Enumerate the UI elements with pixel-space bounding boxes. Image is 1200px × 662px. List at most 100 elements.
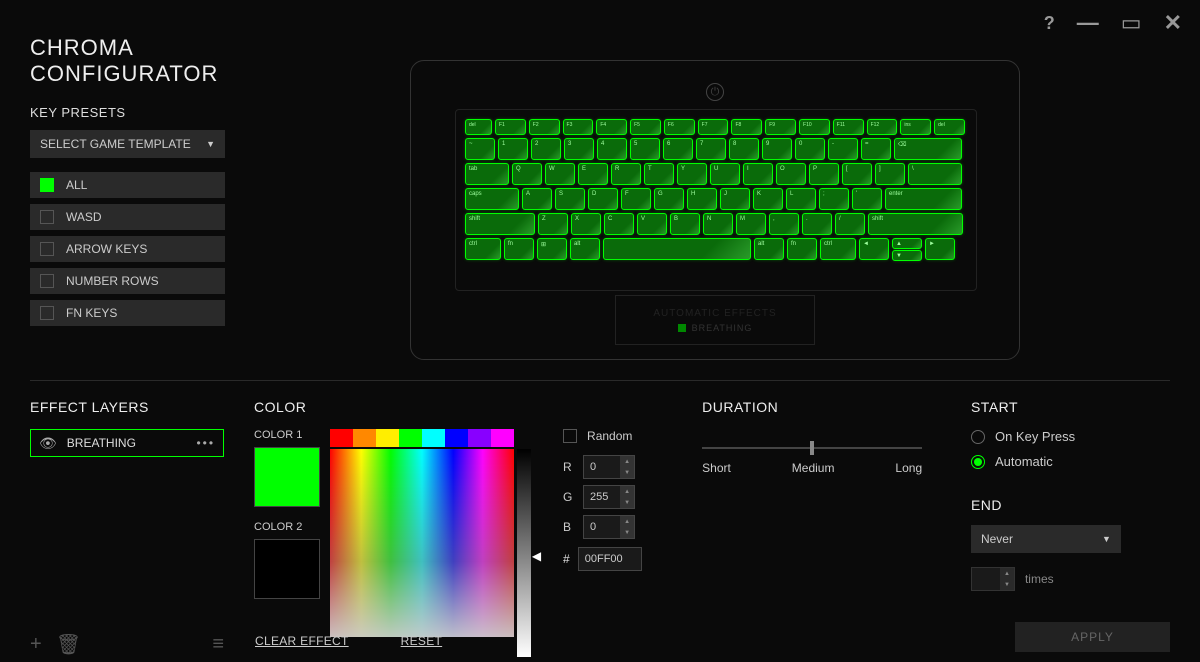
- hue-presets[interactable]: [330, 429, 514, 447]
- r-input[interactable]: 0▲▼: [583, 455, 635, 479]
- preset-item[interactable]: ALL: [30, 172, 225, 198]
- preset-item[interactable]: WASD: [30, 204, 225, 230]
- key[interactable]: 9: [762, 138, 792, 160]
- lightness-slider[interactable]: ◀: [517, 449, 531, 657]
- hue-swatch[interactable]: [376, 429, 399, 447]
- visibility-icon[interactable]: 👁: [39, 435, 57, 452]
- key[interactable]: F2: [529, 119, 560, 135]
- key[interactable]: -: [828, 138, 858, 160]
- end-dropdown[interactable]: Never ▼: [971, 525, 1121, 553]
- key[interactable]: 7: [696, 138, 726, 160]
- key[interactable]: I: [743, 163, 773, 185]
- key[interactable]: shift: [868, 213, 963, 235]
- b-input[interactable]: 0▲▼: [583, 515, 635, 539]
- hex-input[interactable]: 00FF00: [578, 547, 642, 571]
- key[interactable]: alt: [754, 238, 784, 260]
- key[interactable]: B: [670, 213, 700, 235]
- key[interactable]: ctrl: [465, 238, 501, 260]
- spin-up-icon[interactable]: ▲: [620, 486, 634, 497]
- key[interactable]: F8: [731, 119, 762, 135]
- hue-swatch[interactable]: [353, 429, 376, 447]
- key[interactable]: ►: [925, 238, 955, 260]
- key[interactable]: .: [802, 213, 832, 235]
- key[interactable]: \: [908, 163, 962, 185]
- key[interactable]: U: [710, 163, 740, 185]
- key[interactable]: H: [687, 188, 717, 210]
- close-icon[interactable]: ✕: [1164, 10, 1182, 36]
- key[interactable]: ▲: [892, 238, 922, 249]
- key[interactable]: alt: [570, 238, 600, 260]
- maximize-icon[interactable]: ▭: [1121, 10, 1142, 36]
- color2-swatch[interactable]: [254, 539, 320, 599]
- key[interactable]: M: [736, 213, 766, 235]
- key[interactable]: R: [611, 163, 641, 185]
- key[interactable]: 3: [564, 138, 594, 160]
- key[interactable]: ctrl: [820, 238, 856, 260]
- key[interactable]: F6: [664, 119, 695, 135]
- key[interactable]: ~: [465, 138, 495, 160]
- radio-button[interactable]: [971, 430, 985, 444]
- key[interactable]: P: [809, 163, 839, 185]
- key[interactable]: C: [604, 213, 634, 235]
- key[interactable]: 5: [630, 138, 660, 160]
- spin-up-icon[interactable]: ▲: [620, 456, 634, 467]
- key[interactable]: Z: [538, 213, 568, 235]
- key[interactable]: /: [835, 213, 865, 235]
- layer-item[interactable]: 👁 BREATHING •••: [30, 429, 224, 457]
- key[interactable]: shift: [465, 213, 535, 235]
- key[interactable]: F3: [563, 119, 594, 135]
- start-option[interactable]: On Key Press: [971, 429, 1170, 444]
- help-icon[interactable]: ?: [1044, 13, 1055, 34]
- minimize-icon[interactable]: —: [1077, 10, 1099, 36]
- key[interactable]: E: [578, 163, 608, 185]
- add-layer-icon[interactable]: +: [30, 633, 42, 656]
- key[interactable]: F10: [799, 119, 830, 135]
- key[interactable]: ▼: [892, 250, 922, 261]
- layer-options-icon[interactable]: •••: [196, 436, 215, 450]
- key[interactable]: =: [861, 138, 891, 160]
- reset-link[interactable]: RESET: [401, 634, 443, 648]
- key[interactable]: K: [753, 188, 783, 210]
- radio-button[interactable]: [971, 455, 985, 469]
- preset-item[interactable]: FN KEYS: [30, 300, 225, 326]
- key[interactable]: T: [644, 163, 674, 185]
- key[interactable]: Y: [677, 163, 707, 185]
- key[interactable]: ◄: [859, 238, 889, 260]
- hue-swatch[interactable]: [468, 429, 491, 447]
- hue-swatch[interactable]: [399, 429, 422, 447]
- key[interactable]: del: [934, 119, 965, 135]
- key[interactable]: fn: [504, 238, 534, 260]
- hue-swatch[interactable]: [491, 429, 514, 447]
- key[interactable]: N: [703, 213, 733, 235]
- spin-down-icon[interactable]: ▼: [620, 467, 634, 478]
- key[interactable]: X: [571, 213, 601, 235]
- key[interactable]: A: [522, 188, 552, 210]
- spin-up-icon[interactable]: ▲: [1000, 568, 1014, 579]
- spin-down-icon[interactable]: ▼: [620, 497, 634, 508]
- key[interactable]: ': [852, 188, 882, 210]
- key[interactable]: [603, 238, 751, 260]
- key[interactable]: enter: [885, 188, 962, 210]
- key[interactable]: F11: [833, 119, 864, 135]
- key[interactable]: ]: [875, 163, 905, 185]
- key[interactable]: 6: [663, 138, 693, 160]
- key[interactable]: F5: [630, 119, 661, 135]
- key[interactable]: F4: [596, 119, 627, 135]
- key[interactable]: F: [621, 188, 651, 210]
- key[interactable]: ⌫: [894, 138, 962, 160]
- key[interactable]: L: [786, 188, 816, 210]
- spin-up-icon[interactable]: ▲: [620, 516, 634, 527]
- game-template-dropdown[interactable]: SELECT GAME TEMPLATE ▼: [30, 130, 225, 158]
- key[interactable]: S: [555, 188, 585, 210]
- preset-item[interactable]: NUMBER ROWS: [30, 268, 225, 294]
- keyboard[interactable]: delF1F2F3F4F5F6F7F8F9F10F11F12insdel~123…: [465, 119, 965, 264]
- key[interactable]: V: [637, 213, 667, 235]
- start-option[interactable]: Automatic: [971, 454, 1170, 469]
- key[interactable]: tab: [465, 163, 509, 185]
- key[interactable]: 8: [729, 138, 759, 160]
- key[interactable]: W: [545, 163, 575, 185]
- delete-layer-icon[interactable]: 🗑: [56, 632, 81, 657]
- key[interactable]: F9: [765, 119, 796, 135]
- key[interactable]: F1: [495, 119, 526, 135]
- preset-checkbox[interactable]: [40, 242, 54, 256]
